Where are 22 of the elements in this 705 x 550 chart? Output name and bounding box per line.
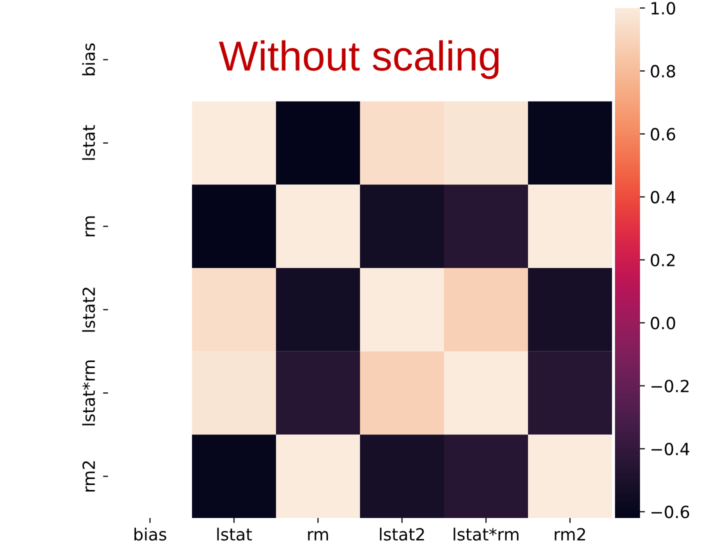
color-bar-label: −0.6	[651, 506, 690, 518]
y-tick-label: rm	[85, 216, 95, 236]
color-bar-label: −0.4	[651, 442, 690, 456]
color-bar-label: −0.2	[651, 380, 689, 392]
color-bar-label: 1.0	[652, 2, 676, 15]
x-tick-label: lstat*rm	[454, 528, 518, 541]
y-tick-label: rm2	[82, 461, 95, 492]
text: Without scaling	[218, 40, 499, 80]
y-tick-label: lstat	[82, 125, 96, 160]
color-bar-label: 0.0	[650, 316, 676, 330]
color-bar-label: 0.6	[650, 128, 676, 140]
y-tick-label: bias	[82, 43, 96, 76]
x-tick-label: rm	[308, 531, 328, 540]
y-tick-label: lstat2	[82, 288, 96, 332]
color-bar-label: 0.4	[650, 190, 676, 204]
y-tick-label: lstat*rm	[82, 360, 96, 426]
color-bar-label: 0.8	[650, 64, 676, 78]
x-tick-label: lstat	[217, 528, 252, 541]
x-tick-label: rm2	[554, 528, 586, 540]
x-tick-label: lstat2	[380, 528, 424, 541]
color-bar-label: 0.2	[650, 254, 675, 266]
x-tick-label: bias	[134, 528, 166, 541]
